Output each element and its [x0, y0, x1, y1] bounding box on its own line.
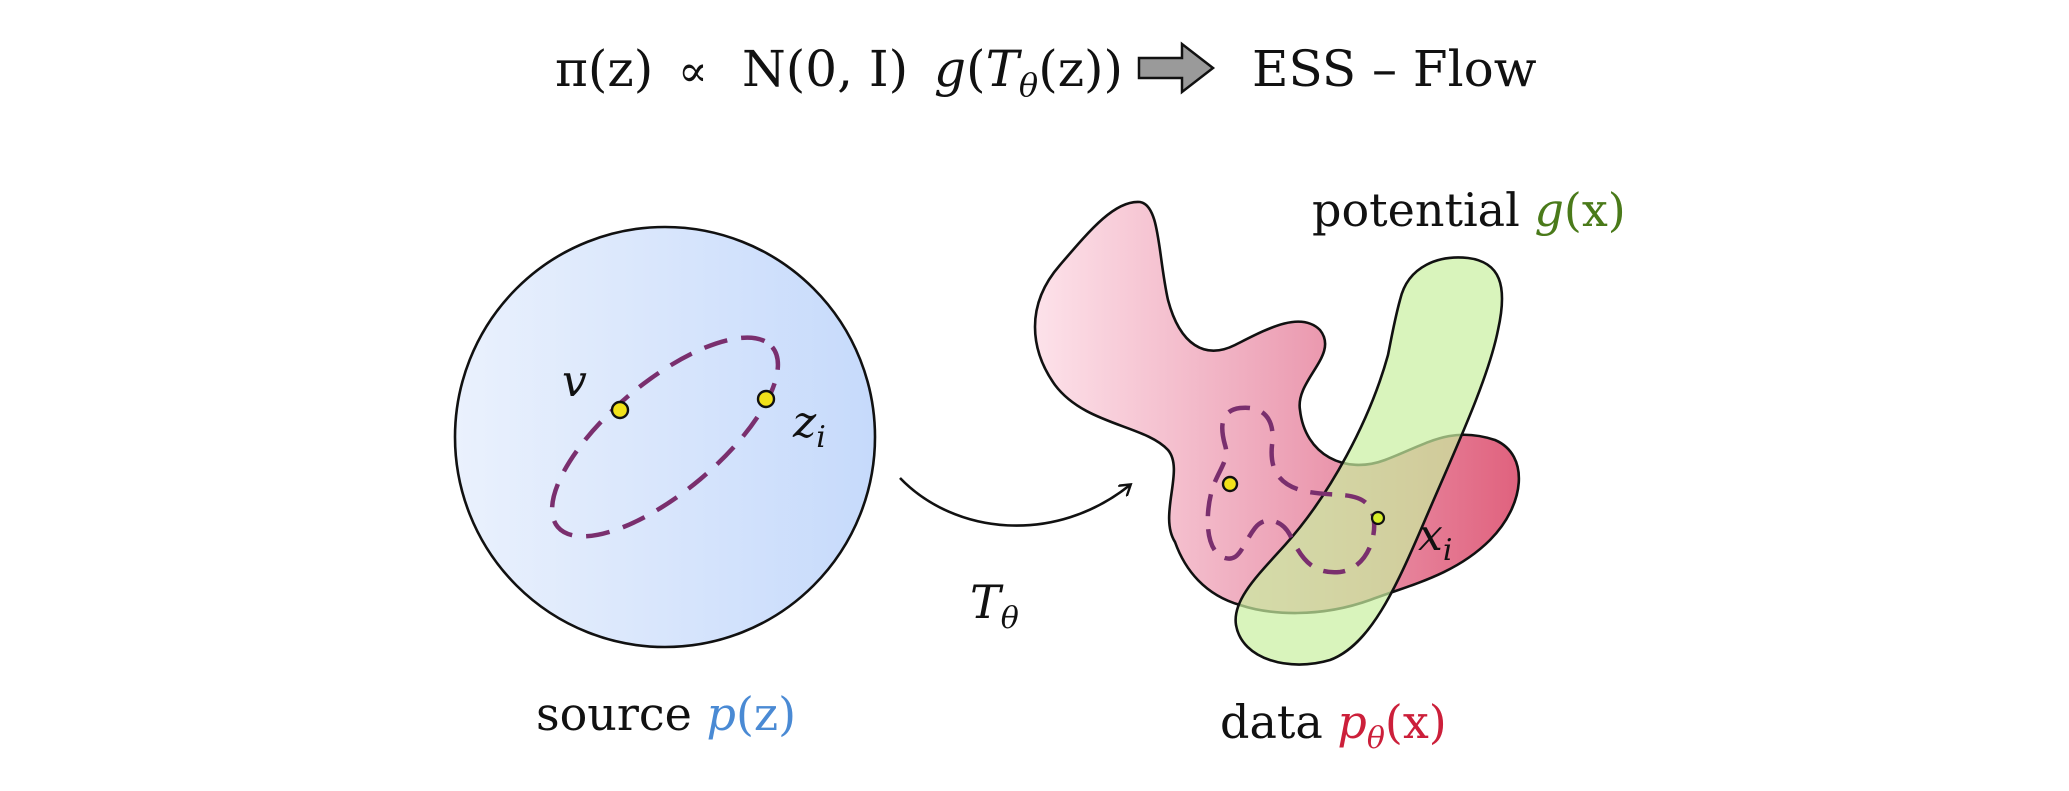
svg-text:∝: ∝	[678, 46, 708, 97]
point-z	[756, 389, 776, 409]
v-label: v	[562, 356, 587, 407]
svg-text:zi: zi	[792, 397, 826, 455]
data-p: p	[1337, 695, 1366, 749]
proportional-symbol: ∝	[678, 46, 708, 97]
slice-ellipse	[549, 335, 781, 539]
formula-lhs: π(z)	[555, 40, 653, 98]
transform: Tθ	[899, 477, 1130, 636]
data-arg: (x)	[1385, 695, 1447, 749]
z-label: z	[792, 397, 817, 448]
formula-g: g	[934, 40, 966, 98]
svg-text:Tθ: Tθ	[970, 575, 1019, 636]
z-subscript: i	[816, 420, 826, 455]
source-label: source	[536, 687, 692, 741]
mapped-slice	[1205, 405, 1377, 575]
normal-symbol: N	[742, 40, 786, 98]
svg-text:xi: xi	[1418, 510, 1452, 568]
formula: π(z) ∝ N(0, I) g(Tθ(z)) ESS – Flow	[555, 40, 1537, 104]
transform-arrow	[899, 477, 1130, 527]
potential-blob	[1234, 256, 1504, 666]
result-label: ESS – Flow	[1252, 40, 1537, 98]
svg-text:ESS – Flow: ESS – Flow	[1252, 40, 1537, 98]
formula-theta: θ	[1019, 66, 1038, 104]
svg-text:data pθ(x): data pθ(x)	[1220, 695, 1447, 756]
point-v	[610, 400, 630, 420]
x-label: x	[1418, 510, 1443, 561]
right-arrow-icon	[1137, 41, 1216, 95]
svg-text:source p(z): source p(z)	[536, 687, 796, 741]
svg-text:N(0, I) g(Tθ(z)): N(0, I) g(Tθ(z))	[742, 40, 1123, 104]
point-x	[1370, 510, 1386, 526]
potential-arg: (x)	[1564, 183, 1626, 237]
potential-g: g	[1534, 183, 1563, 237]
data-distribution: xi data pθ(x) potential g(x)	[1033, 183, 1626, 756]
point-mapped-v	[1221, 475, 1239, 493]
transform-T: T	[970, 575, 1004, 629]
x-subscript: i	[1443, 533, 1453, 568]
data-label: data	[1220, 695, 1323, 749]
source-circle	[453, 225, 877, 649]
svg-text:potential g(x): potential g(x)	[1312, 183, 1626, 237]
formula-T: T	[986, 40, 1023, 98]
svg-text:v: v	[562, 356, 587, 407]
data-theta: θ	[1367, 721, 1385, 756]
svg-text:π(z): π(z)	[555, 40, 653, 98]
transform-theta: θ	[1001, 601, 1019, 636]
normal-args: (0, I)	[786, 40, 908, 98]
source-distribution: v zi source p(z)	[453, 225, 877, 741]
formula-inner: (z))	[1038, 40, 1123, 98]
source-p: p	[707, 687, 736, 741]
potential-label: potential	[1312, 183, 1520, 237]
formula-paren: (	[966, 40, 986, 98]
source-arg: (z)	[736, 687, 796, 741]
